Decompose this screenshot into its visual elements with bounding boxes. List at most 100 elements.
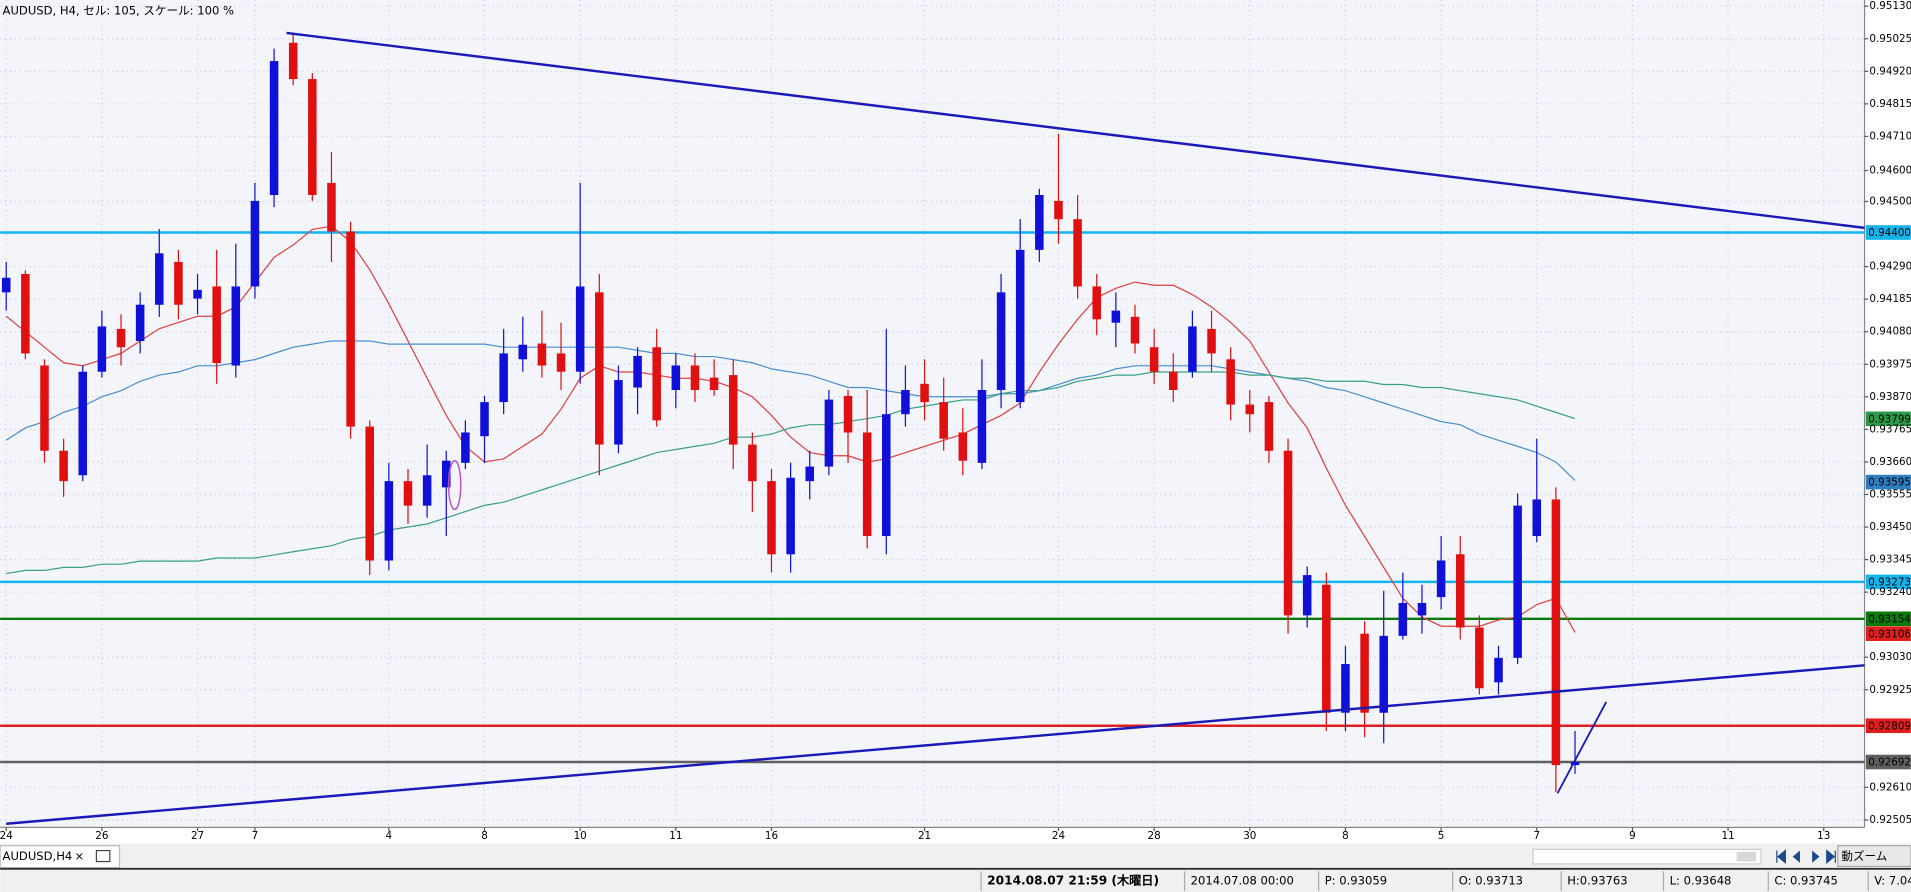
nav-prev[interactable]	[1792, 850, 1800, 863]
nav-last[interactable]	[1826, 849, 1836, 865]
candle-body	[920, 383, 929, 403]
x-tick-label: 5	[1438, 830, 1445, 842]
grid	[0, 0, 1865, 827]
candle-body	[135, 304, 145, 342]
candle-body	[1092, 286, 1101, 320]
candle-body	[1207, 328, 1216, 354]
candle-body	[958, 432, 968, 461]
candle-body	[1188, 326, 1197, 372]
x-tick-label: 26	[95, 830, 108, 842]
candle-body	[1015, 249, 1025, 403]
candle-body	[1494, 657, 1503, 683]
candle-body	[1398, 602, 1408, 636]
candle-body	[1149, 347, 1159, 372]
y-tick-label: 0.94185	[1869, 293, 1911, 305]
x-tick-label: 30	[1243, 830, 1256, 842]
nav-first[interactable]	[1776, 849, 1786, 865]
y-tick-label: 0.93240	[1869, 586, 1911, 598]
price-tag	[1865, 626, 1911, 641]
y-tick-label: 0.94080	[1869, 326, 1911, 338]
candle-body	[1322, 584, 1331, 713]
candle-body	[155, 253, 164, 305]
x-tick-label: 7	[252, 830, 259, 842]
moving-averages	[5, 225, 1576, 633]
moving-average	[5, 340, 1576, 481]
candle-body	[59, 450, 68, 482]
candle-body	[403, 481, 413, 506]
y-tick-label: 0.94920	[1869, 65, 1911, 77]
price-tag-label: 0.93273	[1868, 577, 1911, 589]
candle-body	[21, 274, 30, 354]
candle-body	[1475, 627, 1484, 689]
y-tick-label: 0.93345	[1869, 554, 1911, 566]
status-field: 2014.07.08 00:00	[1191, 874, 1294, 888]
chart-title: AUDUSD, H4, セル: 105, スケール: 100 %	[3, 3, 234, 17]
y-tick-label: 0.94710	[1869, 130, 1911, 142]
y-tick-label: 0.95025	[1869, 33, 1911, 45]
candle-body	[1054, 200, 1063, 220]
y-tick-label: 0.93450	[1869, 521, 1911, 533]
price-tag-label: 0.93154	[1868, 613, 1911, 625]
candle-body	[40, 365, 49, 451]
nav-next[interactable]	[1812, 850, 1820, 863]
candle-body	[1341, 664, 1350, 713]
tab[interactable]	[0, 845, 121, 869]
trendline	[6, 664, 1865, 825]
y-tick-label: 0.93660	[1869, 456, 1911, 468]
candle-body	[996, 292, 1006, 391]
x-tick-label: 24	[1052, 830, 1065, 842]
candle-body	[786, 477, 795, 555]
candle-body	[939, 402, 948, 439]
x-tick-label: 16	[765, 830, 778, 842]
candle-body	[1360, 633, 1369, 713]
x-tick-label: 9	[1629, 830, 1636, 842]
price-tag	[1865, 754, 1911, 770]
y-tick-label: 0.93555	[1869, 488, 1911, 500]
status-bar	[0, 868, 1911, 892]
scrollbar[interactable]	[1532, 848, 1762, 865]
status-field: L: 0.93648	[1670, 874, 1732, 888]
candle-body	[1035, 195, 1044, 250]
candle-body	[633, 355, 642, 388]
x-tick-label: 13	[1817, 830, 1830, 842]
status-field: C: 0.93745	[1774, 874, 1837, 888]
candle-body	[308, 79, 317, 196]
x-tick-label: 28	[1148, 830, 1161, 842]
tab-icon[interactable]	[95, 849, 111, 863]
y-tick-label: 0.94600	[1869, 165, 1911, 177]
candle-body	[384, 481, 394, 561]
price-tag-label: 0.93595	[1868, 477, 1911, 489]
y-tick-label: 0.94290	[1869, 261, 1911, 273]
candle-body	[1551, 499, 1561, 766]
candles	[1, 32, 1580, 793]
candle-body	[862, 432, 872, 537]
x-tick-label: 10	[574, 830, 587, 842]
y-tick-label: 0.94815	[1869, 98, 1911, 110]
tab-close[interactable]: ×	[74, 849, 84, 863]
tab-label: AUDUSD,H4	[3, 849, 73, 863]
price-tag-label: 0.92692	[1868, 757, 1911, 769]
y-tick-label: 0.92925	[1869, 684, 1911, 696]
candle-body	[709, 377, 719, 391]
candle-body	[575, 286, 585, 372]
nav-buttons	[1776, 849, 1836, 865]
moving-average	[5, 225, 1576, 633]
y-tick-label: 0.95130	[1869, 0, 1911, 12]
candle-body	[288, 42, 298, 80]
ellipse-marker	[447, 459, 462, 511]
candle-body	[480, 402, 489, 437]
candle-body	[805, 466, 815, 482]
candle-body	[346, 231, 355, 427]
price-tag	[1865, 411, 1911, 427]
scroll-thumb[interactable]	[1736, 851, 1757, 862]
trendline	[286, 31, 1865, 230]
candle-body	[422, 475, 432, 506]
price-tag-label: 0.94400	[1868, 227, 1911, 239]
time-axis-background	[0, 827, 1911, 844]
candle-body	[901, 390, 910, 415]
x-tick-label: 7	[1533, 830, 1540, 842]
candle-body	[1111, 310, 1121, 323]
candle-body	[174, 261, 183, 305]
